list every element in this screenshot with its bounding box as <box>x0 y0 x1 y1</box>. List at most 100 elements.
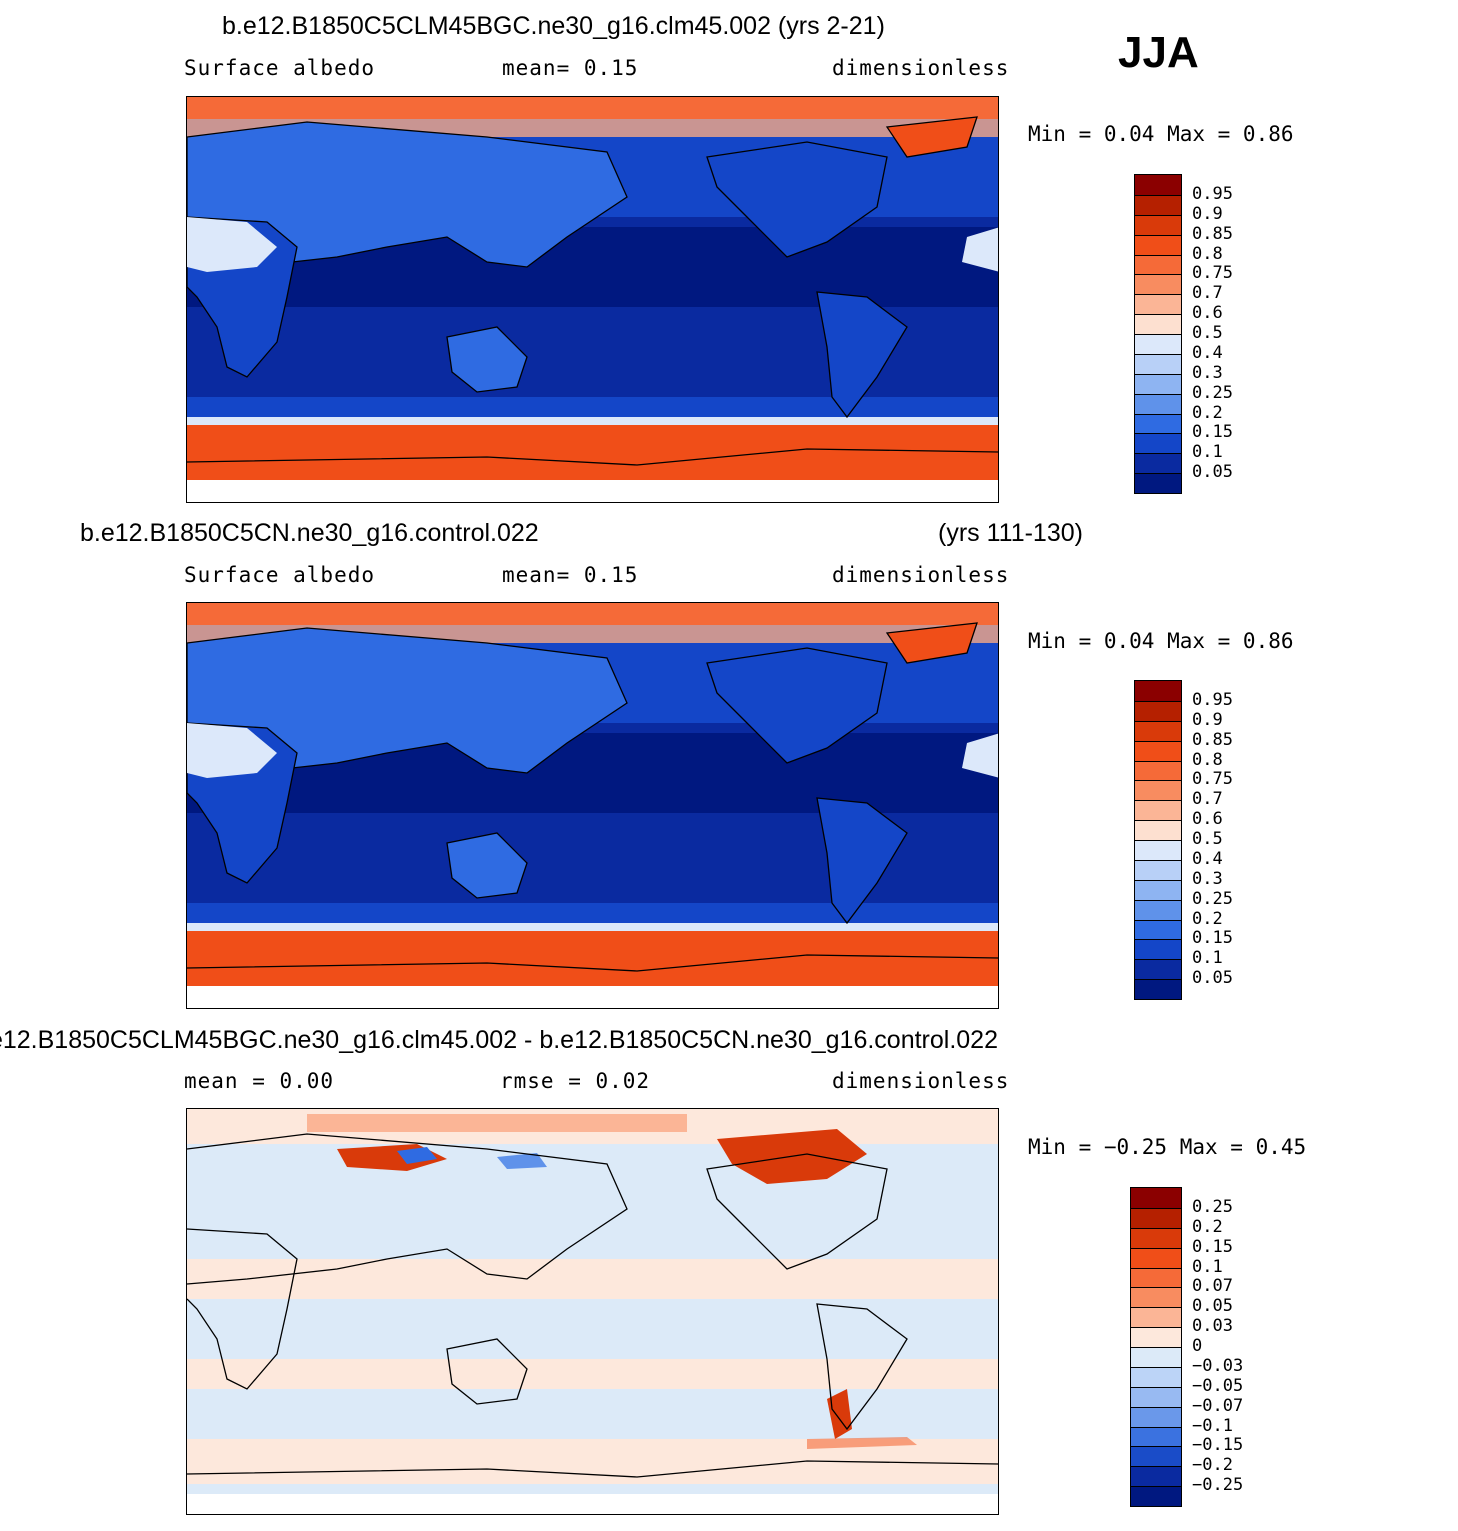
colorbar-label: −0.15 <box>1192 1435 1244 1456</box>
colorbar-label: 0.7 <box>1192 283 1223 304</box>
colorbar-swatch <box>1135 254 1181 275</box>
panel-2-minmax: Min = 0.04 Max = 0.86 <box>1028 629 1294 653</box>
colorbar-swatch <box>1131 1327 1181 1347</box>
colorbar-swatch <box>1135 175 1181 195</box>
colorbar-label: 0.25 <box>1192 382 1233 403</box>
colorbar-swatch <box>1135 473 1181 493</box>
colorbar-label: 0.2 <box>1192 1216 1223 1237</box>
colorbar-label: −0.07 <box>1192 1395 1244 1416</box>
colorbar-label: 0.1 <box>1192 948 1223 969</box>
colorbar-swatch <box>1131 1207 1181 1228</box>
colorbar-label: 0.75 <box>1192 263 1233 284</box>
colorbar-label: 0.5 <box>1192 829 1223 849</box>
colorbar-swatch <box>1135 979 1181 999</box>
colorbar-swatch <box>1131 1486 1181 1506</box>
colorbar-swatch <box>1131 1426 1181 1447</box>
colorbar-label: 0.05 <box>1192 462 1233 483</box>
colorbar-swatch <box>1131 1466 1181 1487</box>
panel-2-map <box>186 602 999 1009</box>
colorbar-label: −0.2 <box>1192 1455 1233 1476</box>
colorbar-swatch <box>1131 1267 1181 1288</box>
colorbar-swatch <box>1135 879 1181 900</box>
panel-1-units-label: dimensionless <box>832 56 1010 80</box>
colorbar-swatch <box>1131 1287 1181 1308</box>
panel-3-minmax: Min = −0.25 Max = 0.45 <box>1028 1135 1307 1159</box>
colorbar-swatch <box>1135 274 1181 295</box>
colorbar-swatch <box>1135 413 1181 434</box>
colorbar-label: 0.25 <box>1192 1196 1233 1217</box>
colorbar-swatch <box>1135 859 1181 880</box>
colorbar-swatch <box>1131 1227 1181 1248</box>
colorbar-label: 0.2 <box>1192 402 1223 423</box>
colorbar-swatch <box>1135 820 1181 840</box>
colorbar-swatch <box>1135 314 1181 334</box>
colorbar-label: 0.05 <box>1192 968 1233 989</box>
colorbar-label: 0 <box>1192 1336 1203 1356</box>
panel-3-map <box>186 1108 999 1515</box>
colorbar-swatch <box>1135 373 1181 394</box>
colorbar-swatch <box>1135 294 1181 315</box>
colorbar-label: 0.85 <box>1192 729 1233 750</box>
panel-2-years: (yrs 111-130) <box>938 519 1083 547</box>
panel-3-colorbar <box>1130 1187 1182 1507</box>
colorbar-swatch <box>1131 1446 1181 1467</box>
colorbar-label: 0.3 <box>1192 868 1223 889</box>
panel-1-title: b.e12.B1850C5CLM45BGC.ne30_g16.clm45.002… <box>222 12 885 40</box>
colorbar-swatch <box>1135 840 1181 860</box>
colorbar-label: 0.75 <box>1192 769 1233 790</box>
colorbar-swatch <box>1135 453 1181 474</box>
colorbar-label: 0.15 <box>1192 928 1233 949</box>
colorbar-swatch <box>1131 1406 1181 1427</box>
colorbar-swatch <box>1135 681 1181 701</box>
colorbar-label: 0.8 <box>1192 243 1223 264</box>
colorbar-swatch <box>1135 800 1181 821</box>
colorbar-swatch <box>1135 334 1181 354</box>
colorbar-swatch <box>1135 740 1181 761</box>
colorbar-swatch <box>1131 1307 1181 1328</box>
colorbar-label: 0.85 <box>1192 223 1233 244</box>
colorbar-swatch <box>1135 760 1181 781</box>
colorbar-swatch <box>1135 234 1181 255</box>
panel-1-colorbar <box>1134 174 1182 494</box>
colorbar-label: 0.15 <box>1192 1236 1233 1257</box>
colorbar-label: 0.95 <box>1192 183 1233 204</box>
colorbar-swatch <box>1131 1347 1181 1367</box>
colorbar-swatch <box>1135 433 1181 454</box>
colorbar-label: 0.5 <box>1192 323 1223 343</box>
colorbar-label: 0.1 <box>1192 1256 1223 1277</box>
colorbar-swatch <box>1135 939 1181 960</box>
colorbar-label: 0.03 <box>1192 1316 1233 1337</box>
colorbar-label: 0.05 <box>1192 1296 1233 1317</box>
panel-3-units-label: dimensionless <box>832 1069 1010 1093</box>
colorbar-swatch <box>1135 720 1181 741</box>
colorbar-swatch <box>1131 1386 1181 1407</box>
colorbar-swatch <box>1131 1366 1181 1387</box>
colorbar-label: 0.1 <box>1192 442 1223 463</box>
colorbar-label: −0.03 <box>1192 1355 1244 1376</box>
panel-2-units-label: dimensionless <box>832 563 1010 587</box>
colorbar-label: 0.7 <box>1192 789 1223 810</box>
season-label: JJA <box>1118 28 1199 77</box>
panel-1-map <box>186 96 999 503</box>
colorbar-label: 0.3 <box>1192 362 1223 383</box>
panel-2-map-svg <box>187 603 998 1008</box>
colorbar-swatch <box>1131 1188 1181 1208</box>
colorbar-label: 0.07 <box>1192 1276 1233 1297</box>
panel-1-map-svg <box>187 97 998 502</box>
colorbar-label: 0.9 <box>1192 709 1223 730</box>
panel-2-variable-label: Surface albedo <box>184 563 376 587</box>
panel-3-mean-label: mean = 0.00 <box>184 1069 335 1093</box>
colorbar-label: 0.95 <box>1192 689 1233 710</box>
colorbar-swatch <box>1135 899 1181 920</box>
panel-2-title: b.e12.B1850C5CN.ne30_g16.control.022 <box>80 519 539 547</box>
colorbar-swatch <box>1135 959 1181 980</box>
panel-1-variable-label: Surface albedo <box>184 56 376 80</box>
panel-1-minmax: Min = 0.04 Max = 0.86 <box>1028 122 1294 146</box>
panel-1-mean-label: mean= 0.15 <box>502 56 639 80</box>
colorbar-label: 0.15 <box>1192 422 1233 443</box>
colorbar-label: 0.2 <box>1192 908 1223 929</box>
colorbar-label: 0.6 <box>1192 809 1223 830</box>
colorbar-swatch <box>1135 700 1181 721</box>
colorbar-swatch <box>1135 214 1181 235</box>
colorbar-swatch <box>1135 194 1181 215</box>
